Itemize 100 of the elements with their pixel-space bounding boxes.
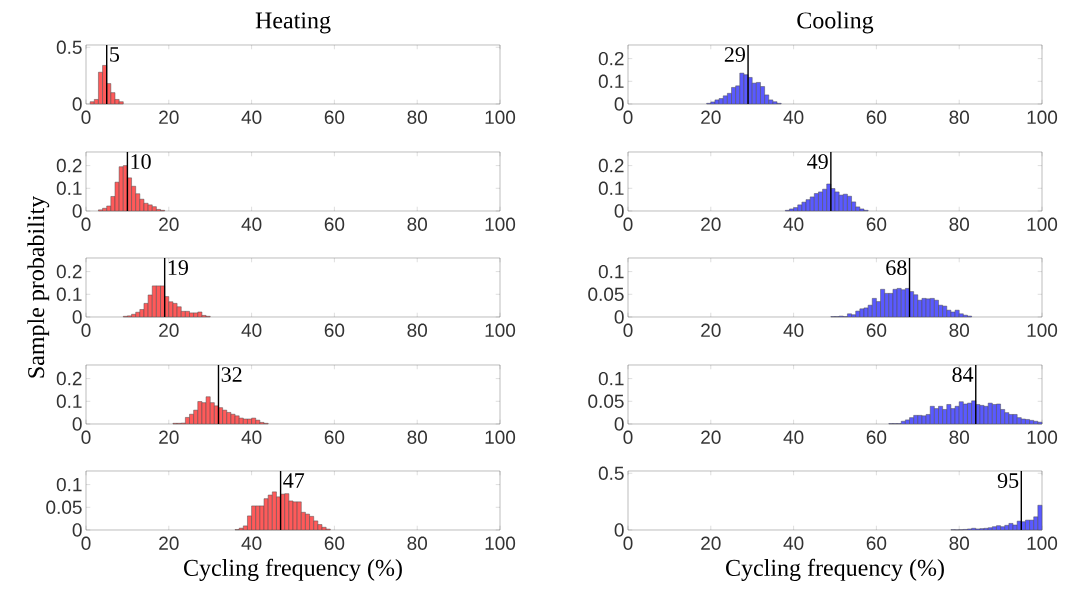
- ref-line-label: 47: [283, 473, 305, 488]
- x-tick-label: 100: [485, 217, 516, 231]
- y-tick-label: 0.1: [598, 181, 624, 196]
- ref-line-label: 29: [724, 47, 745, 62]
- x-tick-label: 80: [407, 323, 428, 337]
- y-tick-label: 0.2: [56, 371, 82, 386]
- x-tick-label: 0: [623, 110, 633, 124]
- x-tick-label: 60: [866, 323, 887, 337]
- y-tick-label: 0.2: [598, 158, 624, 173]
- y-tick-label: 0.2: [56, 264, 82, 279]
- x-tick-label: 40: [241, 110, 262, 124]
- x-tick-label: 80: [407, 110, 428, 124]
- x-tick-label: 100: [485, 323, 516, 337]
- x-tick-label: 100: [1027, 110, 1058, 124]
- x-tick-label: 0: [623, 536, 633, 550]
- x-tick-label: 20: [159, 430, 179, 444]
- y-tick-label: 0.2: [56, 158, 82, 173]
- x-tick-label: 60: [324, 536, 345, 550]
- x-tick-label: 0: [81, 110, 91, 124]
- y-tick-label: 0.05: [46, 500, 82, 515]
- x-tick-label: 60: [324, 110, 345, 124]
- x-tick-label: 0: [81, 536, 91, 550]
- y-tick-label: 0: [72, 97, 82, 111]
- ref-line-label: 68: [886, 260, 907, 276]
- x-tick-label: 80: [407, 536, 428, 550]
- y-tick-label: 0: [72, 310, 82, 324]
- x-axis-title: Cycling frequency (%): [726, 558, 944, 581]
- x-tick-label: 80: [949, 217, 970, 231]
- y-tick-label: 0.1: [56, 477, 82, 492]
- x-tick-label: 60: [866, 536, 887, 550]
- x-axis-title: Cycling frequency (%): [184, 558, 402, 581]
- x-tick-label: 0: [81, 217, 91, 231]
- ref-line-label: 5: [110, 47, 120, 62]
- ref-line-label: 49: [807, 154, 828, 169]
- x-tick-label: 100: [485, 110, 516, 124]
- x-tick-label: 0: [623, 323, 633, 337]
- x-tick-label: 40: [241, 536, 262, 550]
- x-tick-label: 80: [407, 430, 428, 444]
- x-tick-label: 100: [1027, 536, 1058, 550]
- x-tick-label: 40: [241, 323, 262, 337]
- x-tick-label: 80: [949, 323, 970, 337]
- ref-line-label: 32: [221, 367, 242, 382]
- x-tick-label: 0: [623, 430, 633, 444]
- x-tick-label: 60: [866, 217, 887, 231]
- x-tick-label: 40: [783, 323, 804, 337]
- x-tick-label: 0: [623, 217, 633, 231]
- y-tick-label: 0.5: [598, 466, 624, 480]
- x-tick-label: 40: [241, 430, 262, 444]
- ref-line-label: 95: [997, 473, 1019, 488]
- chart-title: Heating: [255, 12, 331, 34]
- y-tick-label: 0.1: [56, 287, 82, 302]
- y-tick-label: 0: [72, 417, 82, 431]
- y-tick-label: 0.05: [588, 394, 624, 409]
- x-tick-label: 20: [159, 217, 179, 231]
- y-tick-label: 0: [614, 97, 624, 111]
- x-tick-label: 20: [701, 323, 721, 337]
- x-tick-label: 20: [701, 217, 721, 231]
- y-tick-label: 0: [614, 523, 624, 537]
- y-tick-label: 0: [72, 523, 82, 537]
- x-tick-label: 100: [1027, 217, 1058, 231]
- x-tick-label: 20: [159, 536, 179, 550]
- y-tick-label: 0: [614, 310, 624, 324]
- y-tick-label: 0: [614, 417, 624, 431]
- y-tick-label: 0: [614, 204, 624, 218]
- y-tick-label: 0.2: [598, 51, 624, 66]
- ref-line-label: 10: [131, 154, 151, 170]
- x-tick-label: 20: [159, 110, 179, 124]
- x-tick-label: 60: [324, 217, 345, 231]
- x-tick-label: 80: [949, 536, 970, 550]
- x-tick-label: 20: [701, 536, 721, 550]
- x-tick-label: 40: [241, 217, 262, 231]
- x-tick-label: 60: [324, 430, 345, 444]
- y-tick-label: 0.1: [56, 181, 82, 196]
- y-tick-label: 0.1: [56, 394, 82, 409]
- x-tick-label: 100: [1027, 323, 1058, 337]
- x-tick-label: 0: [81, 430, 91, 444]
- y-tick-label: 0.5: [56, 40, 82, 54]
- x-tick-label: 40: [783, 110, 804, 124]
- x-tick-label: 0: [81, 323, 91, 337]
- x-tick-label: 100: [485, 430, 516, 444]
- x-tick-label: 60: [324, 323, 345, 337]
- x-tick-label: 20: [159, 323, 179, 337]
- y-tick-label: 0.1: [598, 74, 624, 89]
- ref-line-label: 19: [168, 260, 188, 275]
- x-tick-label: 40: [783, 536, 804, 550]
- y-tick-label: 0: [72, 204, 82, 218]
- chart-title: Cooling: [797, 11, 874, 34]
- x-tick-label: 60: [866, 110, 887, 124]
- y-tick-label: 0.05: [588, 287, 624, 302]
- x-tick-label: 80: [949, 110, 970, 124]
- x-tick-label: 40: [783, 430, 804, 444]
- y-axis-title: Sample probability: [27, 195, 50, 378]
- x-tick-label: 80: [949, 430, 970, 444]
- x-tick-label: 20: [701, 430, 721, 444]
- x-tick-label: 100: [485, 536, 516, 550]
- y-tick-label: 0.1: [598, 264, 624, 279]
- ref-line-label: 84: [952, 367, 974, 383]
- x-tick-label: 20: [701, 110, 721, 124]
- x-tick-label: 100: [1027, 430, 1058, 444]
- y-tick-label: 0.1: [598, 371, 624, 386]
